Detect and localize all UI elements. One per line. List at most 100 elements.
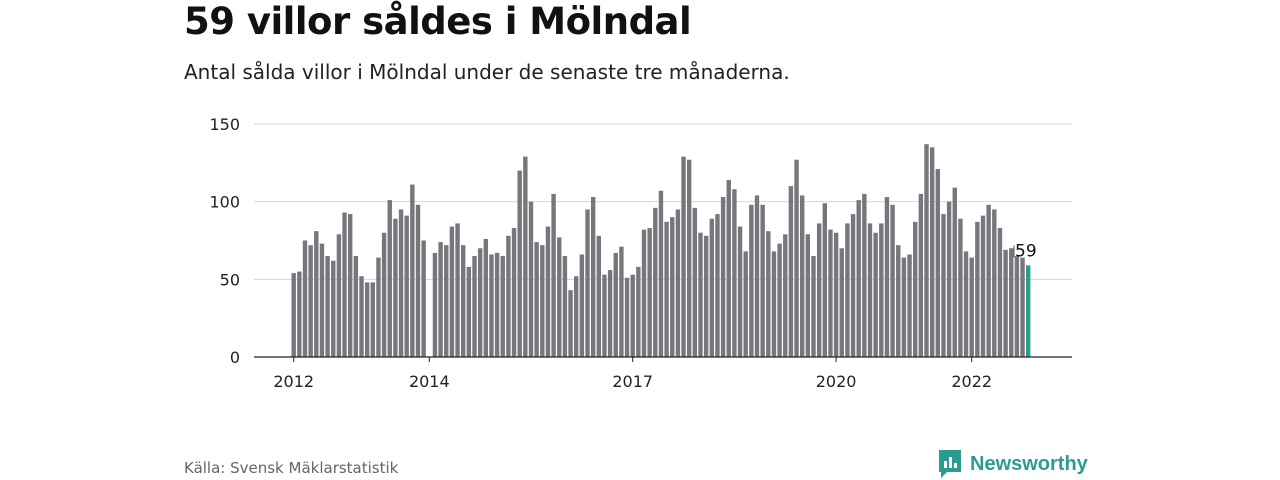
bar xyxy=(348,214,353,357)
bar xyxy=(534,242,539,357)
bar-latest xyxy=(1026,265,1031,357)
bar xyxy=(602,274,607,357)
bar xyxy=(308,245,313,357)
bar xyxy=(319,243,325,357)
bar xyxy=(896,245,901,357)
bar xyxy=(574,276,579,357)
bar xyxy=(353,256,359,357)
bar xyxy=(952,187,957,357)
bar xyxy=(681,156,686,357)
bar xyxy=(822,203,827,357)
bar xyxy=(415,204,421,357)
bar xyxy=(477,248,483,357)
bar xyxy=(884,197,890,357)
bar xyxy=(387,200,392,357)
bar xyxy=(839,248,844,357)
last-value-label: 59 xyxy=(1015,241,1037,261)
bar xyxy=(624,277,630,357)
bar xyxy=(907,254,912,357)
bar xyxy=(410,184,415,357)
bar xyxy=(833,232,839,357)
y-tick-label: 150 xyxy=(209,115,240,134)
bar xyxy=(664,221,669,357)
source-note: Källa: Svensk Mäklarstatistik xyxy=(184,459,399,477)
chart-title: 59 villor såldes i Mölndal xyxy=(184,0,692,43)
bar xyxy=(364,282,370,357)
bar xyxy=(596,235,601,357)
bar xyxy=(562,256,568,357)
bar xyxy=(404,215,409,357)
bar xyxy=(483,238,488,357)
x-tick-label: 2014 xyxy=(409,372,450,391)
bar xyxy=(551,193,556,357)
bar xyxy=(918,193,924,357)
bar xyxy=(472,256,477,357)
y-tick-label: 100 xyxy=(209,193,240,212)
x-axis-labels: 2012 2014 2017 2020 2022 xyxy=(273,357,992,391)
bar xyxy=(687,159,692,357)
bar xyxy=(630,274,635,357)
bar xyxy=(607,270,613,357)
x-tick-label: 2012 xyxy=(273,372,314,391)
bar xyxy=(636,266,641,357)
bar xyxy=(302,240,308,357)
bar xyxy=(754,195,760,357)
bar xyxy=(653,207,658,357)
bar xyxy=(432,252,438,357)
bar xyxy=(715,214,720,357)
bar xyxy=(856,200,861,357)
bar xyxy=(913,221,918,357)
bar xyxy=(845,223,850,357)
bar xyxy=(924,144,929,357)
bar xyxy=(873,232,878,357)
bar xyxy=(568,290,573,357)
bar xyxy=(579,254,585,357)
bar xyxy=(788,186,794,357)
bar xyxy=(794,159,799,357)
bar xyxy=(336,234,342,357)
bar xyxy=(291,273,296,357)
bar xyxy=(314,231,319,357)
bar xyxy=(647,228,652,357)
bar xyxy=(540,245,545,357)
bar xyxy=(444,245,449,357)
bar-chart: 0 50 100 150 2012 2014 2017 2020 2022 59 xyxy=(209,115,1072,391)
bar xyxy=(783,234,788,357)
bar xyxy=(800,195,805,357)
bar xyxy=(455,223,460,357)
bar xyxy=(376,257,381,357)
brand-name: Newsworthy xyxy=(970,452,1088,475)
bar xyxy=(613,252,618,357)
bar xyxy=(703,235,709,357)
newsworthy-logo-icon xyxy=(939,450,961,478)
last-value-annotation: 59 xyxy=(1013,241,1037,261)
bar xyxy=(997,228,1003,357)
bar xyxy=(969,257,974,357)
bar xyxy=(381,232,387,357)
bars xyxy=(291,144,1031,357)
bar xyxy=(675,209,681,357)
bar xyxy=(494,252,500,357)
bar xyxy=(777,243,782,357)
bar xyxy=(975,221,980,357)
bar xyxy=(811,256,816,357)
bar xyxy=(641,229,647,357)
x-tick-label: 2020 xyxy=(816,372,857,391)
bar xyxy=(449,226,455,357)
bar xyxy=(1003,249,1008,357)
bar xyxy=(359,276,364,357)
bar xyxy=(941,214,946,357)
bar xyxy=(980,215,986,357)
bar xyxy=(743,251,748,357)
bar xyxy=(590,197,596,357)
bar xyxy=(619,246,624,357)
bar xyxy=(935,169,940,357)
bar xyxy=(1014,256,1020,357)
bar xyxy=(726,179,731,357)
bar xyxy=(766,231,771,357)
bar xyxy=(438,242,443,357)
bar xyxy=(393,218,398,357)
bar xyxy=(737,226,743,357)
brand-logo: Newsworthy xyxy=(938,449,1088,479)
bar xyxy=(342,212,347,357)
